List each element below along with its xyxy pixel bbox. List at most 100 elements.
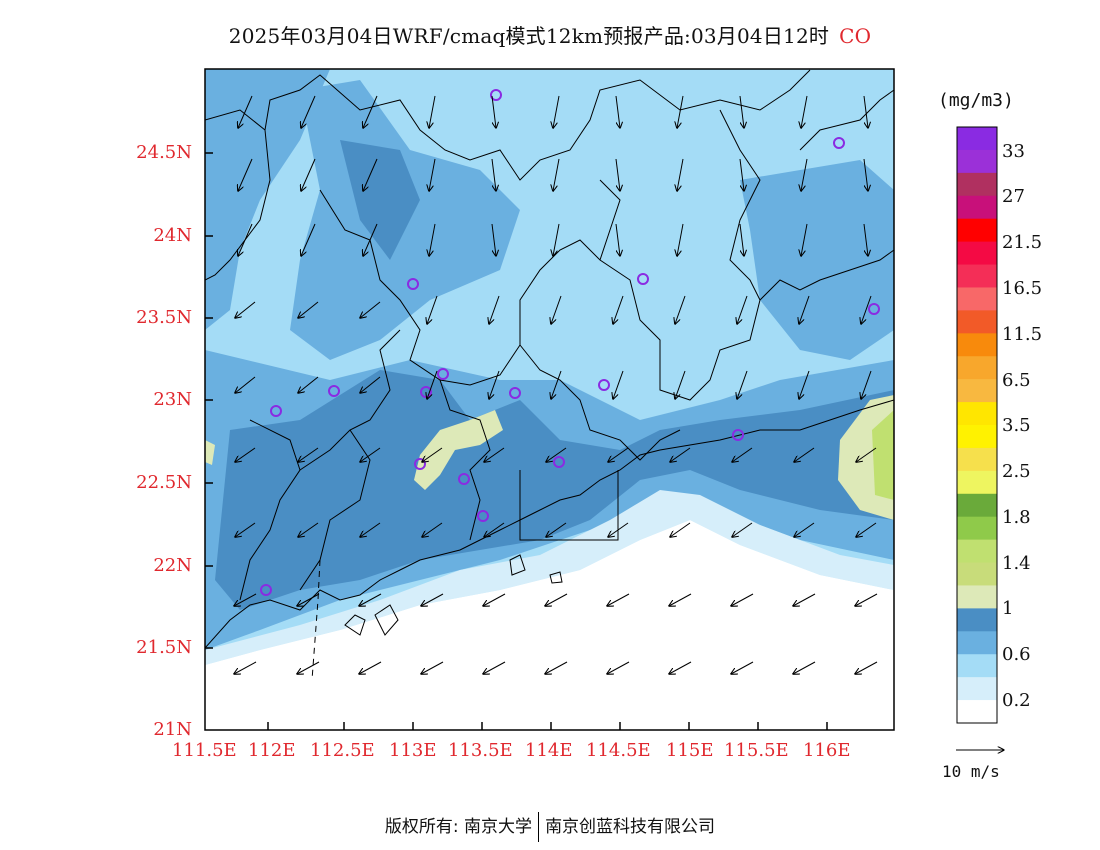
wind-arrow <box>739 95 744 128</box>
boundary-line <box>519 470 619 541</box>
wind-arrow <box>553 95 560 128</box>
colorbar-swatch <box>957 562 997 587</box>
wind-arrow <box>855 593 878 606</box>
wind-arrow <box>731 661 754 674</box>
field-white-sea <box>205 520 894 730</box>
wind-arrow <box>429 95 436 128</box>
island <box>549 571 563 584</box>
field-green-center <box>414 410 503 490</box>
colorbar-label: 27 <box>1002 186 1025 207</box>
wind-arrow <box>855 661 878 674</box>
wind-arrow <box>669 593 692 606</box>
wind-arrow <box>737 295 748 324</box>
wind-arrow <box>739 158 744 191</box>
station-marker <box>868 303 880 315</box>
footer-separator <box>538 812 540 842</box>
wind-arrow <box>799 370 810 399</box>
wind-arrow <box>360 301 381 318</box>
colorbar-swatch <box>957 677 997 701</box>
wind-arrow <box>608 447 629 462</box>
wind-arrow <box>615 158 620 191</box>
wind-arrow <box>670 447 691 462</box>
station-marker <box>437 368 449 380</box>
wind-arrow <box>298 301 319 318</box>
wind-arrow <box>675 295 686 324</box>
lat-label: 21N <box>153 719 192 740</box>
wind-arrow <box>670 522 691 537</box>
colorbar-label: 0.6 <box>1002 644 1031 665</box>
lat-label: 24N <box>153 225 192 246</box>
wind-arrow <box>608 522 629 537</box>
footer-company: 南京创蓝科技有限公司 <box>545 817 716 837</box>
wind-arrow <box>801 95 808 128</box>
island <box>344 614 366 636</box>
map-title: 2025年03月04日WRF/cmaq模式12km预报产品:03月04日12时 C… <box>0 20 1100 49</box>
colorbar-frame <box>956 126 998 724</box>
wind-arrow <box>546 447 567 462</box>
wind-arrow <box>861 295 872 324</box>
wind-arrow <box>615 223 620 256</box>
station-markers <box>260 89 880 596</box>
wind-arrow <box>677 223 684 256</box>
wind-arrow <box>360 522 381 537</box>
wind-arrow <box>484 447 505 462</box>
wind-arrow <box>301 158 316 191</box>
wind-arrow <box>363 158 378 191</box>
footer-copyright: 版权所有: 南京大学 <box>384 817 533 837</box>
wind-arrow <box>677 158 684 191</box>
wind-arrow <box>793 661 816 674</box>
colorbar-label: 1.8 <box>1002 507 1031 528</box>
station-marker <box>270 405 282 417</box>
wind-arrow <box>234 661 257 674</box>
station-marker <box>637 273 649 285</box>
wind-arrow <box>234 593 257 606</box>
station-marker <box>407 278 419 290</box>
boundary-line <box>599 179 621 261</box>
colorbar-swatch <box>957 470 997 495</box>
wind-vectors <box>234 95 878 674</box>
wind-arrow <box>553 158 560 191</box>
wind-arrow <box>360 447 381 462</box>
station-marker <box>833 137 845 149</box>
colorbar-units: (mg/m3) <box>938 90 1014 111</box>
colorbar-label: 21.5 <box>1002 232 1043 253</box>
colorbar-label: 3.5 <box>1002 415 1031 436</box>
lat-label: 22.5N <box>136 472 192 493</box>
colorbar-swatch <box>957 310 997 334</box>
colorbar-swatch <box>957 402 997 426</box>
colorbar-label: 1.4 <box>1002 553 1031 574</box>
wind-arrow <box>298 376 319 393</box>
wind-arrow <box>491 95 496 128</box>
wind-arrow <box>731 593 754 606</box>
wind-arrow <box>863 158 868 191</box>
station-marker <box>414 458 426 470</box>
boundary-line <box>439 379 491 541</box>
colorbar-swatch <box>957 447 997 472</box>
wind-arrow <box>794 522 815 537</box>
axis-ticks <box>205 152 828 730</box>
lon-label: 111.5E <box>172 740 237 761</box>
colorbar-swatch <box>957 539 997 564</box>
lon-label: 112.5E <box>310 740 375 761</box>
colorbar-label: 0.2 <box>1002 690 1031 711</box>
field-green-west <box>205 440 215 465</box>
boundary-line <box>299 329 401 471</box>
wind-arrow <box>861 370 872 399</box>
wind-arrow <box>483 593 506 606</box>
wind-arrow <box>484 522 505 537</box>
wind-arrow <box>360 376 381 393</box>
station-marker <box>732 429 744 441</box>
species-label: CO <box>839 24 872 48</box>
wind-arrow <box>794 447 815 462</box>
wind-arrow <box>801 223 808 256</box>
colorbar-swatch <box>957 493 997 518</box>
coastline <box>205 399 894 649</box>
station-marker <box>328 385 340 397</box>
colorbar-swatch <box>957 585 997 609</box>
wind-arrow <box>675 370 686 399</box>
colorbar-swatch <box>957 287 997 311</box>
wind-arrow <box>235 301 256 318</box>
station-marker <box>490 89 502 101</box>
wind-arrow <box>238 95 253 128</box>
